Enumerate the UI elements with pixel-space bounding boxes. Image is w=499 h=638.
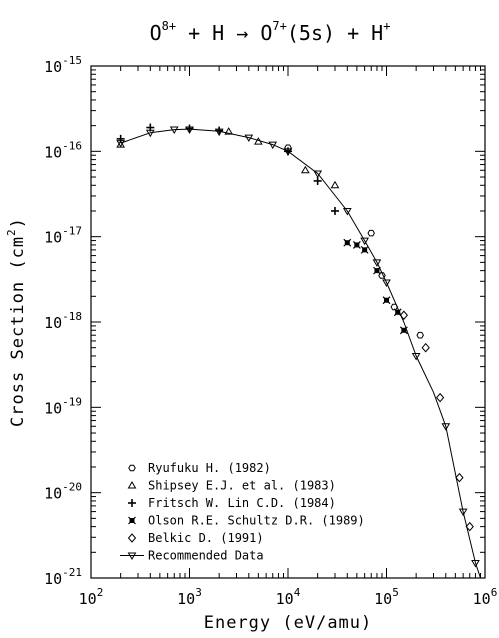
legend-marker xyxy=(127,533,137,543)
data-point xyxy=(283,148,293,156)
data-point xyxy=(458,508,468,517)
legend-label: Fritsch W. Lin C.D. (1984) xyxy=(148,496,336,510)
x-tick-label: 102 xyxy=(79,586,104,608)
legend-marker xyxy=(128,516,136,525)
legend: Ryufuku H. (1982) Shipsey E.J. et al. (19… xyxy=(120,461,365,563)
legend-label: Olson R.E. Schultz D.R. (1989) xyxy=(148,514,365,528)
y-tick-label: 10-17 xyxy=(44,225,82,247)
chart-title: O8+ + H → O7+(5s) + H+ xyxy=(150,19,391,45)
data-point xyxy=(399,326,408,335)
data-point xyxy=(372,259,382,267)
legend-marker xyxy=(127,552,137,560)
legend-marker xyxy=(128,464,136,472)
legend-label: Shipsey E.J. et al. (1983) xyxy=(148,479,336,493)
data-point xyxy=(224,127,234,135)
recommended-curve xyxy=(120,128,481,579)
data-point xyxy=(244,134,254,143)
y-tick-label: 10-16 xyxy=(44,139,82,161)
y-axis-title: Cross Section (cm2) xyxy=(5,217,28,427)
x-axis-title: Energy (eV/amu) xyxy=(204,613,373,633)
data-point xyxy=(343,238,352,247)
legend-label: Belkic D. (1991) xyxy=(148,531,264,545)
data-point xyxy=(378,272,386,279)
y-tick-label: 10-19 xyxy=(44,395,82,417)
data-point xyxy=(382,296,391,305)
data-point xyxy=(471,559,480,568)
data-point xyxy=(360,237,370,246)
data-point xyxy=(169,126,179,135)
legend-marker xyxy=(128,499,136,507)
data-point xyxy=(253,137,263,145)
data-point xyxy=(330,206,339,215)
legend-label: Ryufuku H. (1982) xyxy=(148,461,271,475)
data-point xyxy=(393,308,402,317)
data-point xyxy=(441,423,451,431)
data-point xyxy=(116,140,126,148)
legend-label: Recommended Data xyxy=(148,549,264,563)
data-point xyxy=(399,310,409,321)
data-point xyxy=(382,279,391,288)
data-point xyxy=(367,229,375,237)
data-point xyxy=(411,352,421,361)
data-point xyxy=(313,170,323,178)
data-point xyxy=(214,128,224,137)
data-point xyxy=(373,266,381,275)
y-tick-label: 10-20 xyxy=(44,481,82,503)
y-axis-ticks xyxy=(91,69,485,579)
data-point xyxy=(455,472,464,483)
data-point xyxy=(342,207,352,216)
legend-marker xyxy=(127,481,137,489)
data-point xyxy=(300,165,310,174)
data-point xyxy=(421,342,430,353)
data-point xyxy=(416,331,424,339)
data-point xyxy=(435,392,445,403)
data-points xyxy=(116,123,480,568)
data-point xyxy=(116,134,125,143)
data-point xyxy=(465,521,474,532)
data-point xyxy=(352,241,361,249)
recommended-data-curve xyxy=(120,128,481,579)
y-tick-label: 10-15 xyxy=(44,54,82,76)
data-point xyxy=(360,245,369,254)
data-point xyxy=(330,180,340,189)
x-tick-label: 105 xyxy=(374,586,399,608)
x-tick-label: 104 xyxy=(276,586,301,608)
x-axis-tick-labels: 102 103 104 105 106 xyxy=(79,586,498,608)
y-tick-label: 10-18 xyxy=(44,310,82,332)
y-tick-label: 10-21 xyxy=(44,566,82,588)
data-point xyxy=(145,129,155,138)
x-tick-label: 103 xyxy=(177,586,202,608)
data-point xyxy=(313,176,322,185)
data-point xyxy=(268,141,278,150)
y-axis-tick-labels: 10-21 10-20 10-19 10-18 10-17 10-16 10-15 xyxy=(44,54,82,588)
x-tick-label: 106 xyxy=(473,586,498,608)
x-axis-ticks xyxy=(90,66,481,578)
data-point xyxy=(185,126,194,135)
